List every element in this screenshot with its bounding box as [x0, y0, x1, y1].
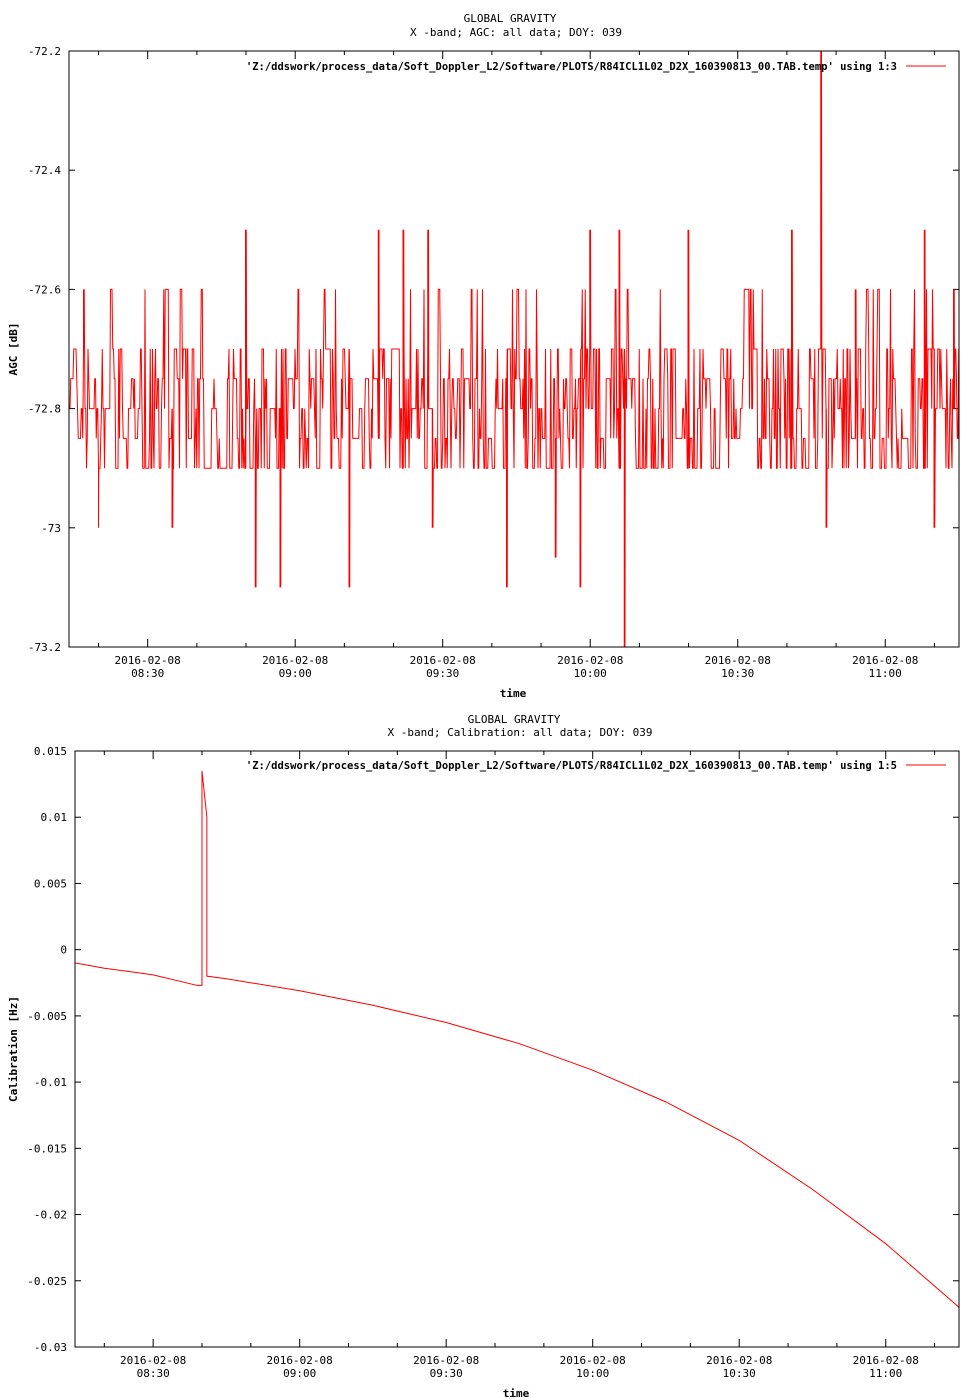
- calibration-ytick-label: 0: [60, 944, 67, 957]
- agc-ytick-label: -72.2: [28, 45, 61, 58]
- calibration-ytick-label: 0.005: [34, 877, 67, 890]
- agc-ytick-label: -73: [41, 522, 61, 535]
- agc-xtick-date: 2016-02-08: [115, 654, 181, 667]
- calibration-xtick-date: 2016-02-08: [120, 1354, 186, 1367]
- calibration-xtick-time: 09:30: [430, 1367, 463, 1380]
- agc-ytick-label: -72.4: [28, 164, 61, 177]
- agc-axis-ticks: -72.2-72.4-72.6-72.8-73-73.22016-02-0808…: [28, 45, 959, 680]
- agc-xtick-time: 09:00: [279, 667, 312, 680]
- calibration-ytick-label: -0.025: [27, 1275, 67, 1288]
- agc-xtick-time: 08:30: [131, 667, 164, 680]
- calibration-xtick-time: 10:30: [723, 1367, 756, 1380]
- agc-chart: GLOBAL GRAVITY X -band; AGC: all data; D…: [7, 12, 960, 700]
- calibration-chart: GLOBAL GRAVITY X -band; Calibration: all…: [7, 713, 960, 1400]
- agc-xtick-date: 2016-02-08: [262, 654, 328, 667]
- calibration-xtick-date: 2016-02-08: [706, 1354, 772, 1367]
- calibration-y-axis-label: Calibration [Hz]: [7, 996, 20, 1102]
- calibration-ytick-label: -0.01: [34, 1076, 67, 1089]
- calibration-x-axis-label: time: [503, 1387, 530, 1400]
- calibration-ytick-label: -0.005: [27, 1010, 67, 1023]
- calibration-chart-subtitle: X -band; Calibration: all data; DOY: 039: [388, 726, 653, 739]
- calibration-ytick-label: 0.01: [41, 811, 68, 824]
- calibration-legend-label: 'Z:/ddswork/process_data/Soft_Doppler_L2…: [246, 760, 897, 772]
- agc-x-axis-label: time: [500, 687, 527, 700]
- calibration-xtick-date: 2016-02-08: [560, 1354, 626, 1367]
- calibration-chart-title: GLOBAL GRAVITY: [468, 713, 561, 726]
- agc-ytick-label: -72.8: [28, 403, 61, 416]
- calibration-xtick-time: 08:30: [137, 1367, 170, 1380]
- agc-chart-title: GLOBAL GRAVITY: [464, 12, 557, 25]
- calibration-xtick-time: 10:00: [576, 1367, 609, 1380]
- agc-xtick-date: 2016-02-08: [852, 654, 918, 667]
- calibration-xtick-time: 11:00: [869, 1367, 902, 1380]
- calibration-axis-ticks: 0.015 0.01 0.005 0 -0.005 -0.01 -0.015 -0.02 -0.…: [27, 745, 959, 1380]
- calibration-ytick-label: -0.015: [27, 1142, 67, 1155]
- agc-xtick-date: 2016-02-08: [410, 654, 476, 667]
- calibration-ytick-label: -0.02: [34, 1209, 67, 1222]
- agc-xtick-date: 2016-02-08: [557, 654, 623, 667]
- agc-series-line: [69, 50, 960, 648]
- agc-ytick-label: -73.2: [28, 641, 61, 654]
- agc-ytick-label: -72.6: [28, 283, 61, 296]
- agc-xtick-time: 11:00: [869, 667, 902, 680]
- calibration-xtick-date: 2016-02-08: [853, 1354, 919, 1367]
- calibration-ytick-label: -0.03: [34, 1341, 67, 1354]
- agc-plot-frame: [68, 50, 960, 648]
- calibration-ytick-label: 0.015: [34, 745, 67, 758]
- agc-xtick-time: 10:00: [574, 667, 607, 680]
- agc-xtick-time: 09:30: [426, 667, 459, 680]
- agc-legend-label: 'Z:/ddswork/process_data/Soft_Doppler_L2…: [246, 61, 897, 73]
- calibration-series-line: [74, 770, 960, 1308]
- agc-chart-subtitle: X -band; AGC: all data; DOY: 039: [410, 26, 622, 39]
- calibration-xtick-time: 09:00: [283, 1367, 316, 1380]
- calibration-xtick-date: 2016-02-08: [413, 1354, 479, 1367]
- calibration-plot-frame: [74, 750, 960, 1348]
- agc-y-axis-label: AGC [dB]: [7, 323, 20, 376]
- calibration-xtick-date: 2016-02-08: [267, 1354, 333, 1367]
- agc-xtick-date: 2016-02-08: [705, 654, 771, 667]
- agc-xtick-time: 10:30: [721, 667, 754, 680]
